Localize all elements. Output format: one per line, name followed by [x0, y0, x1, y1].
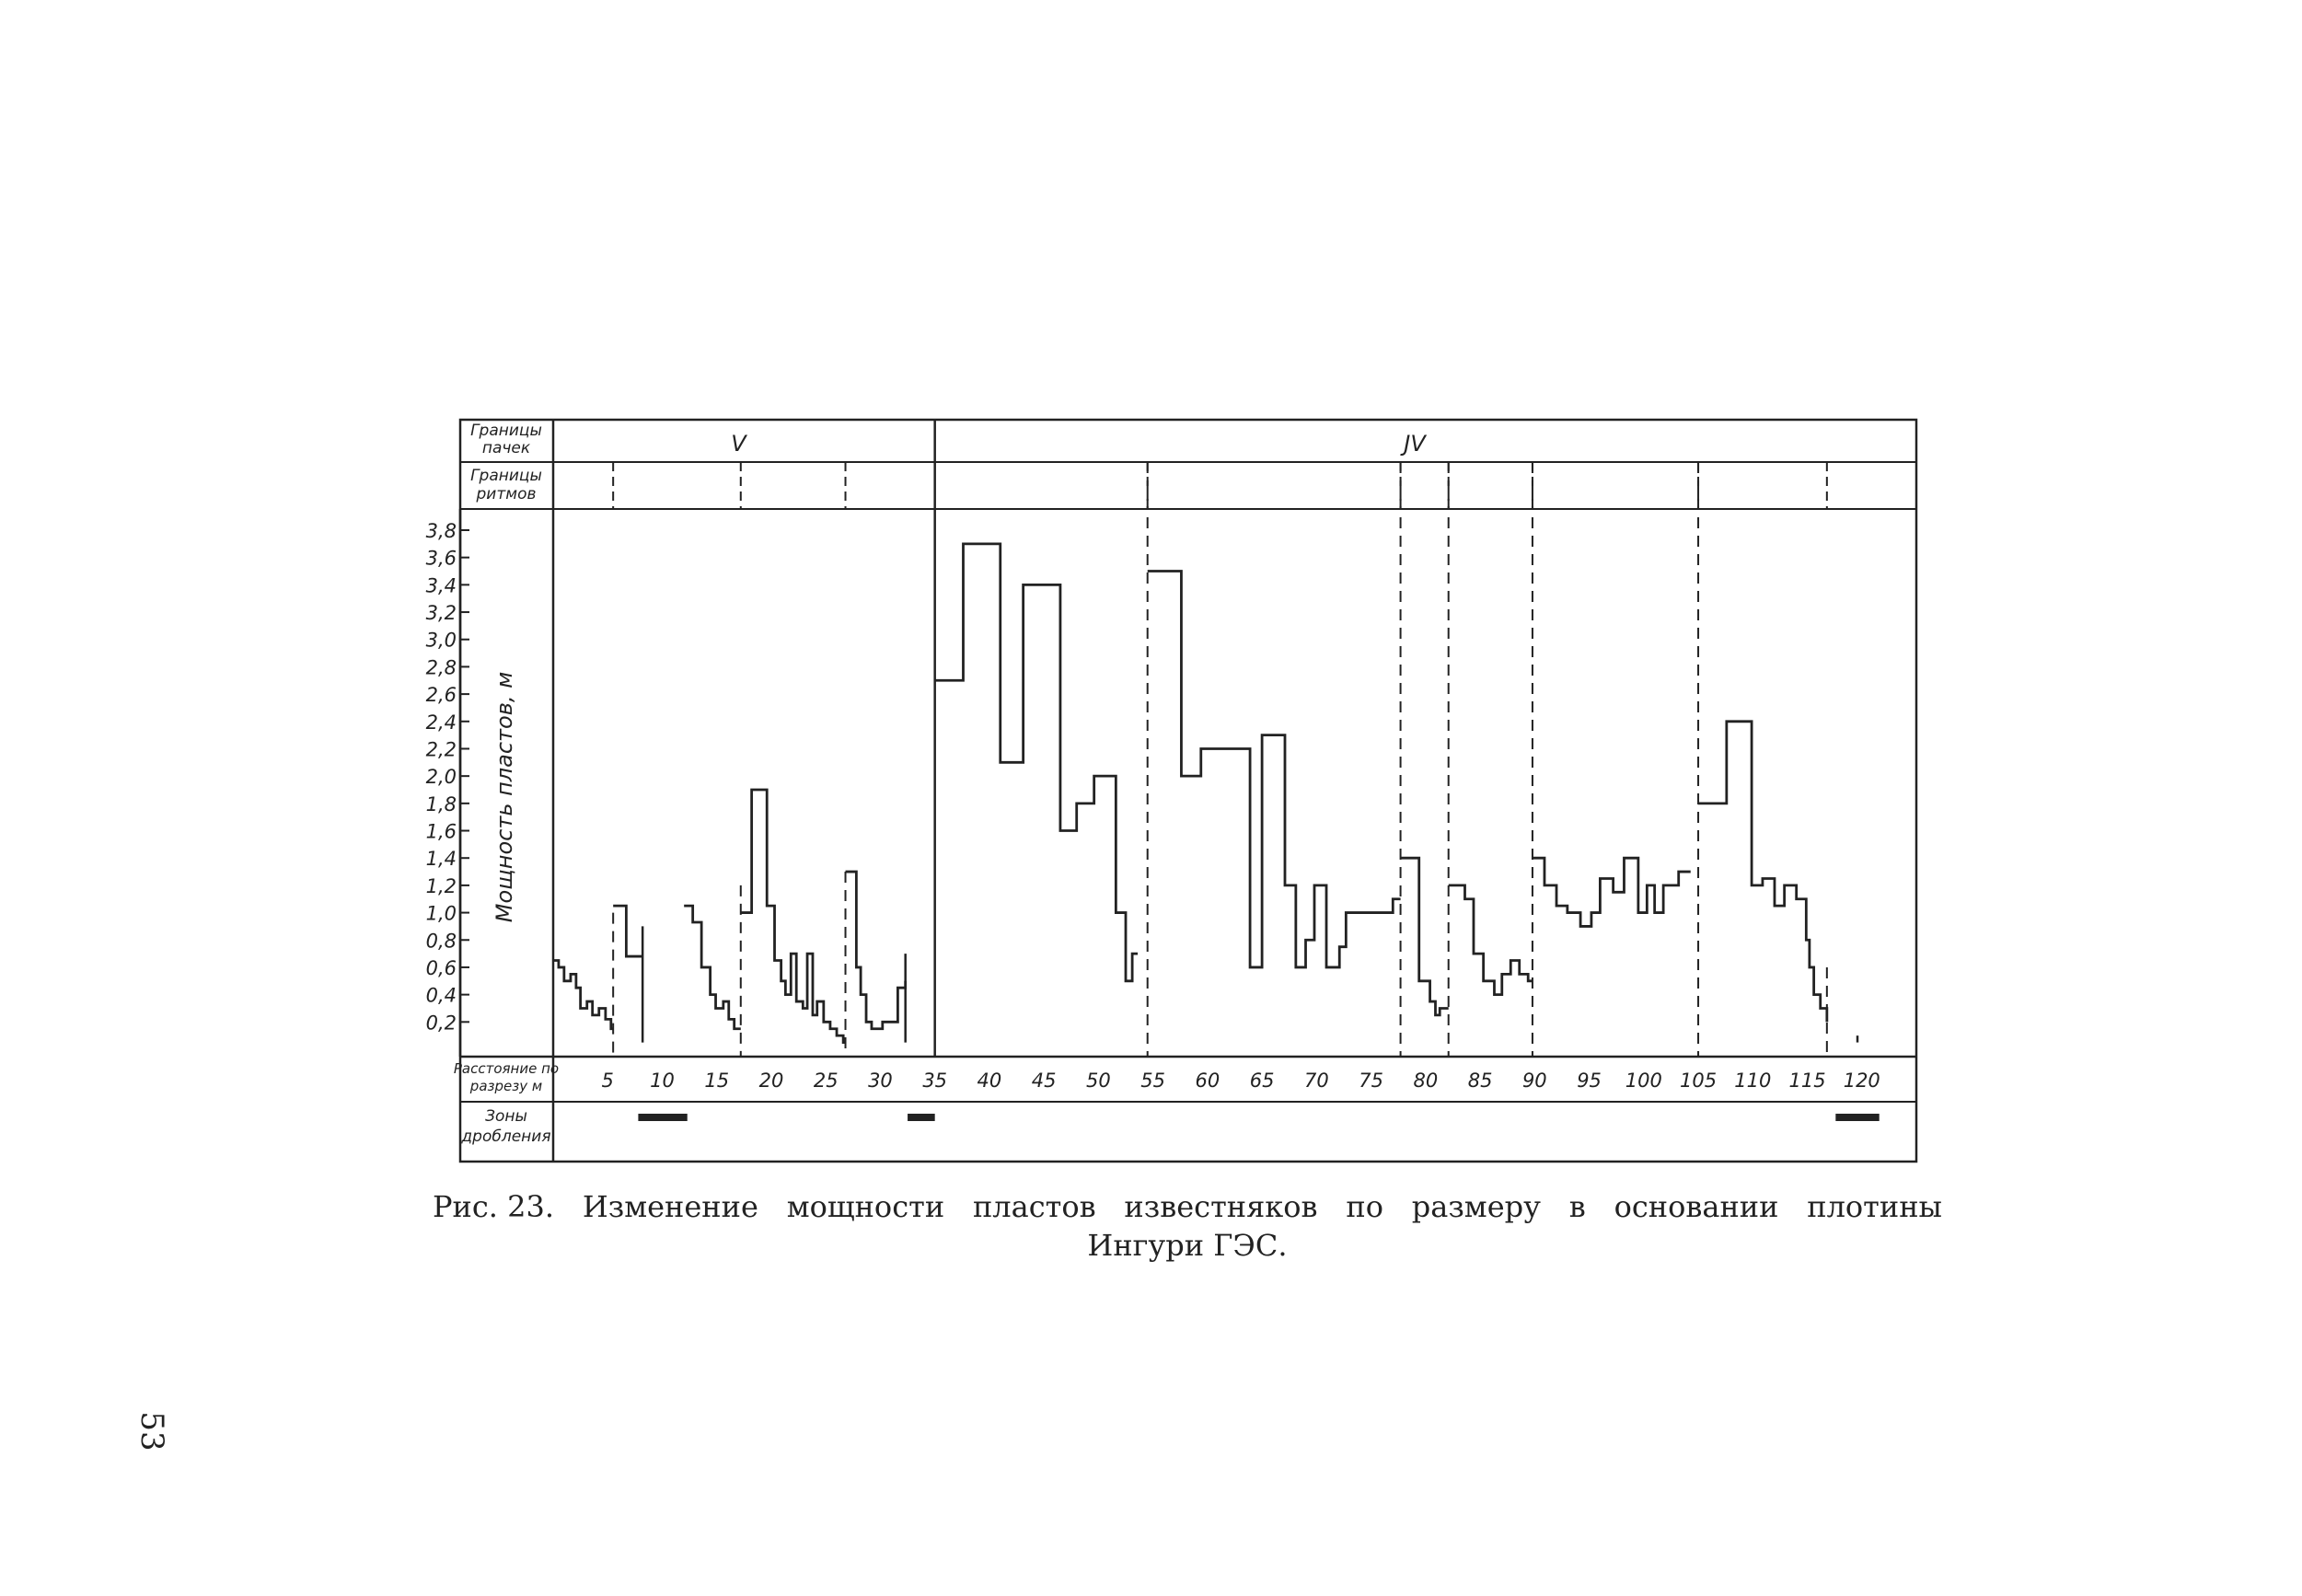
x-tick-label: 105 [1680, 1070, 1717, 1092]
distance-header-line1: Расстояние по [454, 1060, 559, 1077]
crush-zones [638, 1114, 1880, 1121]
x-tick-label: 25 [814, 1070, 839, 1092]
y-tick-label: 2,6 [426, 684, 457, 706]
caption-word: Рис. 23. [433, 1189, 555, 1224]
pack-label: JV [1400, 431, 1427, 457]
y-tick-label: 1,0 [426, 903, 457, 925]
series-line [1448, 884, 1533, 997]
x-tick-label: 90 [1522, 1070, 1547, 1092]
page-number: 53 [133, 1411, 170, 1451]
x-tick-label: 40 [977, 1070, 1002, 1092]
x-tick-label: 50 [1086, 1070, 1111, 1092]
x-axis: 5 10 15 20 25 30 35 40 45 50 55 60 65 70 75 80 85 90 95 100… [602, 1070, 1880, 1092]
x-tick-label: 85 [1468, 1070, 1493, 1092]
zones-header-line2: дробления [460, 1128, 550, 1146]
x-tick-label: 35 [922, 1070, 947, 1092]
caption-line-1: Рис. 23. Изменение мощности пластов известня… [433, 1187, 1942, 1226]
x-tick-label: 65 [1250, 1070, 1275, 1092]
series-line [1147, 570, 1401, 969]
y-tick-label: 1,8 [426, 793, 457, 815]
y-tick-label: 2,4 [426, 711, 457, 734]
y-tick-label: 3,6 [426, 548, 457, 570]
y-axis: 0,2 0,4 0,6 0,8 1,0 1,2 1,4 1,6 1,8 2,0 2,2 2,4 2,6 2… [426, 509, 469, 1057]
series-line [934, 542, 1139, 983]
x-tick-label: 75 [1359, 1070, 1383, 1092]
caption-word: плотины [1807, 1189, 1942, 1224]
series-line [684, 904, 741, 1031]
x-tick-label: 45 [1032, 1070, 1057, 1092]
series-line [553, 959, 614, 1031]
pack-label: V [731, 431, 747, 457]
y-tick-label: 3,8 [426, 520, 457, 542]
caption-line-2: Ингури ГЭС. [1087, 1228, 1288, 1263]
x-tick-label: 110 [1734, 1070, 1771, 1092]
caption-word: Изменение [582, 1189, 758, 1224]
series-layer [553, 542, 1859, 1044]
packs-header-line1: Границы [470, 422, 542, 440]
y-tick-label: 3,4 [426, 574, 457, 596]
y-axis-title: Мощность пластов, м [492, 672, 517, 922]
zones-header-line1: Зоны [485, 1107, 527, 1126]
x-tick-label: 30 [868, 1070, 893, 1092]
caption-word: известняков [1124, 1189, 1318, 1224]
x-tick-label: 15 [704, 1070, 729, 1092]
y-tick-label: 2,2 [426, 738, 457, 760]
caption-word: по [1346, 1189, 1383, 1224]
series-line [1698, 720, 1829, 1023]
crush-zone-bar [908, 1114, 935, 1121]
x-tick-label: 5 [602, 1070, 614, 1092]
y-tick-label: 1,4 [426, 848, 457, 870]
x-tick-label: 95 [1577, 1070, 1602, 1092]
rhythm-boundaries [612, 462, 1828, 1057]
rhythms-header-line1: Границы [470, 467, 542, 485]
y-tick-label: 0,8 [426, 930, 457, 952]
x-tick-label: 55 [1140, 1070, 1165, 1092]
y-tick-label: 0,6 [426, 957, 457, 979]
caption-word: основании [1614, 1189, 1779, 1224]
x-tick-label: 115 [1788, 1070, 1825, 1092]
y-tick-label: 2,0 [426, 766, 457, 788]
caption-word: мощности [786, 1189, 945, 1224]
pack-layer: V JV [731, 420, 1427, 1057]
series-line [1400, 856, 1449, 1017]
y-tick-label: 2,8 [426, 656, 457, 678]
y-tick-label: 1,6 [426, 821, 457, 843]
series-line [845, 870, 908, 1031]
x-tick-label: 80 [1413, 1070, 1438, 1092]
rhythms-header-line2: ритмов [476, 485, 537, 503]
y-tick-label: 1,2 [426, 875, 457, 897]
figure-frame [458, 418, 1918, 1163]
figure-caption: Рис. 23. Изменение мощности пластов известня… [433, 1187, 1942, 1265]
y-tick-label: 0,2 [426, 1012, 457, 1034]
crush-zone-bar [1835, 1114, 1880, 1121]
distance-header-line2: разрезу м [469, 1078, 542, 1094]
y-tick-label: 0,4 [426, 985, 457, 1007]
series-line [740, 788, 846, 1044]
caption-word: пластов [972, 1189, 1096, 1224]
series-line [613, 904, 643, 958]
caption-word: в [1568, 1189, 1586, 1224]
x-tick-label: 60 [1196, 1070, 1220, 1092]
x-tick-label: 20 [759, 1070, 784, 1092]
x-tick-label: 10 [650, 1070, 675, 1092]
series-line [1532, 856, 1691, 928]
y-tick-label: 3,2 [426, 602, 457, 624]
x-tick-label: 100 [1625, 1070, 1662, 1092]
x-tick-label: 70 [1304, 1070, 1329, 1092]
crush-zone-bar [638, 1114, 688, 1121]
packs-header-line2: пачек [482, 439, 531, 457]
caption-word: размеру [1411, 1189, 1541, 1224]
y-tick-label: 3,0 [426, 630, 457, 652]
x-tick-label: 120 [1844, 1070, 1880, 1092]
